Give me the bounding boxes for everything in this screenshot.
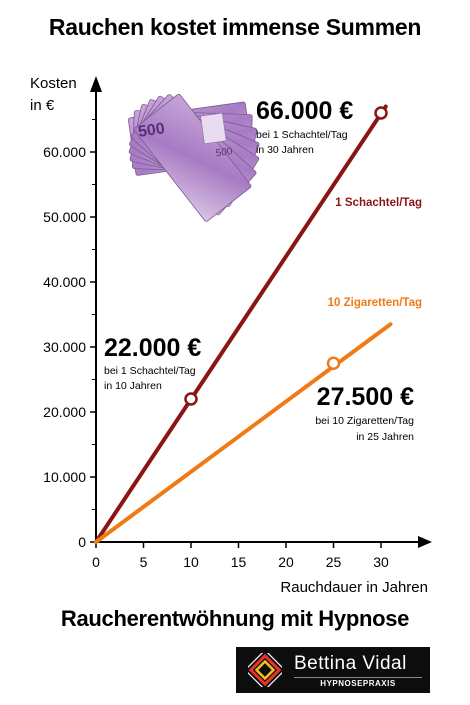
x-tick-label: 25	[326, 554, 342, 570]
y-tick-label: 10.000	[43, 469, 86, 485]
x-tick-label: 15	[231, 554, 247, 570]
banknotes-image: 500 500	[127, 93, 260, 222]
annotation-line: in 25 Jahren	[356, 431, 414, 443]
series-line-1	[94, 104, 388, 544]
annotation-line: bei 1 Schachtel/Tag	[104, 365, 196, 377]
x-tick-label: 20	[278, 554, 294, 570]
footer-headline: Raucherentwöhnung mit Hypnose	[60, 606, 410, 631]
x-tick-label: 5	[140, 554, 148, 570]
annotation-layer: 22.000 € bei 1 Schachtel/Tag in 10 Jahren 6…	[104, 97, 414, 443]
brand-logo: Bettina Vidal HYPNOSEPRAXIS	[236, 647, 430, 693]
x-axis-arrow	[418, 536, 432, 548]
annotation-value: 66.000 €	[256, 97, 353, 125]
y-axis-label: Kosten	[30, 75, 77, 92]
page-title: Rauchen kostet immense Summen	[48, 14, 422, 40]
y-tick-label: 0	[78, 534, 86, 550]
brand-tagline: HYPNOSEPRAXIS	[294, 677, 422, 688]
brand-name: Bettina Vidal	[294, 653, 407, 674]
y-tick-label: 50.000	[43, 209, 86, 225]
y-tick-label: 20.000	[43, 404, 86, 420]
brand-mark-icon	[248, 653, 282, 687]
annotation-line: bei 10 Zigaretten/Tag	[315, 415, 414, 427]
data-point-marker	[374, 106, 388, 120]
series-layer: 1 Schachtel/Tag 10 Zigaretten/Tag	[94, 104, 422, 544]
data-point-marker	[326, 356, 341, 370]
annotation-value: 22.000 €	[104, 334, 201, 362]
annotation-line: in 30 Jahren	[256, 144, 314, 156]
axes: 0 10.000 20.000 30.000 40.000 50.000 60.000 0 5 1…	[30, 75, 432, 596]
svg-text:500: 500	[137, 120, 166, 141]
y-tick-label: 60.000	[43, 144, 86, 160]
series-label-2: 10 Zigaretten/Tag	[328, 297, 422, 309]
series-label-1: 1 Schachtel/Tag	[335, 197, 422, 209]
annotation-line: in 10 Jahren	[104, 380, 162, 392]
y-axis-unit-label: in €	[30, 97, 55, 114]
y-tick-label: 40.000	[43, 274, 86, 290]
annotation-value: 27.500 €	[317, 383, 414, 411]
x-tick-label: 0	[92, 554, 100, 570]
series-line-2	[94, 322, 393, 544]
data-point-marker	[184, 392, 198, 406]
x-tick-label: 30	[373, 554, 389, 570]
y-axis-arrow	[90, 76, 102, 92]
x-axis-label: Rauchdauer in Jahren	[280, 579, 428, 596]
x-tick-label: 10	[183, 554, 199, 570]
annotation-line: bei 1 Schachtel/Tag	[256, 129, 348, 141]
svg-text:500: 500	[215, 146, 233, 159]
y-tick-label: 30.000	[43, 339, 86, 355]
